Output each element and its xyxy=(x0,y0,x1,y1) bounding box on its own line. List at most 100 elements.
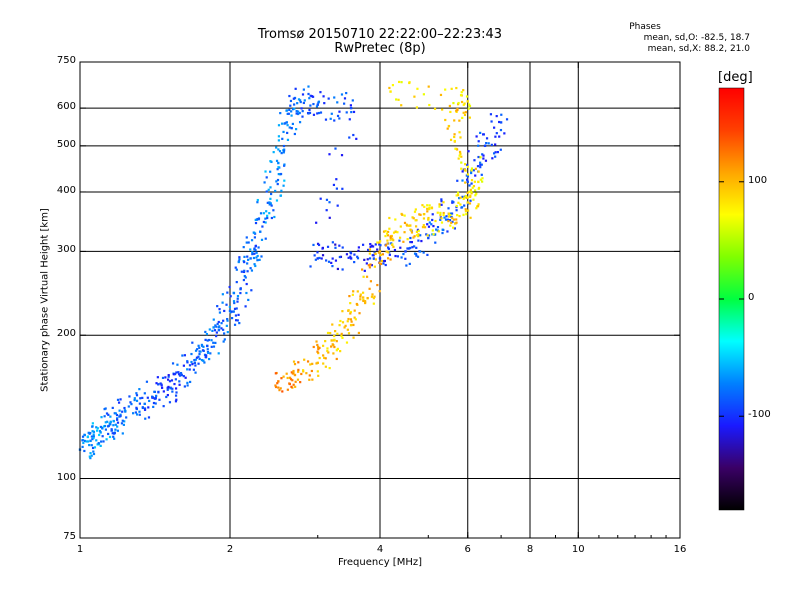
data-point xyxy=(113,437,116,440)
data-point xyxy=(214,324,217,327)
data-point xyxy=(165,395,168,399)
data-point xyxy=(346,328,349,331)
data-point xyxy=(466,100,469,103)
data-point xyxy=(101,427,104,430)
data-point xyxy=(245,241,248,244)
data-point xyxy=(442,201,445,204)
x-tick-label: 6 xyxy=(464,544,471,555)
data-point xyxy=(376,283,379,287)
data-point xyxy=(302,370,305,373)
data-point xyxy=(124,410,127,413)
data-point xyxy=(384,263,387,267)
data-point xyxy=(270,216,273,220)
data-point xyxy=(438,203,441,206)
data-point xyxy=(212,318,215,321)
data-point xyxy=(434,219,437,223)
data-point xyxy=(475,207,478,210)
data-point xyxy=(237,260,240,264)
data-point xyxy=(347,332,351,335)
data-point xyxy=(359,298,362,301)
data-point xyxy=(347,317,350,321)
data-point xyxy=(317,243,321,247)
data-point xyxy=(186,368,189,371)
data-point xyxy=(254,264,257,268)
data-point xyxy=(460,155,463,158)
data-point xyxy=(368,252,371,255)
data-point xyxy=(228,309,232,313)
data-point xyxy=(104,407,107,410)
data-point xyxy=(369,242,372,246)
data-point xyxy=(371,293,374,296)
data-point xyxy=(492,152,496,155)
data-point xyxy=(212,341,215,344)
data-point xyxy=(470,167,474,170)
data-point xyxy=(255,251,258,254)
data-point xyxy=(387,247,390,250)
data-point xyxy=(96,427,99,430)
data-point xyxy=(113,412,116,415)
data-point xyxy=(262,220,265,224)
data-point xyxy=(308,111,312,115)
data-point xyxy=(81,435,85,438)
data-point xyxy=(290,371,293,374)
data-point xyxy=(277,380,280,383)
data-point xyxy=(440,217,443,220)
data-point xyxy=(302,101,305,105)
data-point xyxy=(221,293,224,296)
data-point xyxy=(426,204,429,207)
data-point xyxy=(370,295,374,298)
data-point xyxy=(292,360,296,363)
data-point xyxy=(410,231,414,234)
data-point xyxy=(206,348,209,351)
data-point xyxy=(464,181,467,184)
data-point xyxy=(479,166,482,169)
data-point xyxy=(250,269,254,272)
data-point xyxy=(338,117,341,120)
data-point xyxy=(389,90,392,93)
data-point xyxy=(471,186,474,189)
data-point xyxy=(182,375,185,378)
data-point xyxy=(379,244,382,247)
data-point xyxy=(138,410,141,413)
data-point xyxy=(195,356,199,359)
data-point xyxy=(121,432,124,435)
data-point xyxy=(417,239,420,242)
data-point xyxy=(453,227,456,230)
data-point xyxy=(277,172,280,176)
data-point xyxy=(352,110,356,114)
data-point xyxy=(230,310,234,313)
data-point xyxy=(477,144,480,147)
data-point xyxy=(243,274,246,278)
data-point xyxy=(352,323,355,327)
data-point xyxy=(399,246,402,249)
data-point xyxy=(234,266,237,269)
data-point xyxy=(87,431,90,434)
data-point xyxy=(113,431,116,435)
data-point xyxy=(357,246,360,249)
data-point xyxy=(380,259,384,263)
data-point xyxy=(482,133,485,136)
data-point xyxy=(288,126,291,129)
data-point xyxy=(211,329,214,332)
data-point xyxy=(282,144,286,148)
data-point xyxy=(476,205,480,208)
data-point xyxy=(450,221,453,224)
data-point xyxy=(442,213,445,217)
data-point xyxy=(264,221,267,224)
data-point xyxy=(322,95,325,98)
data-point xyxy=(474,167,477,170)
data-point xyxy=(317,348,320,351)
data-point xyxy=(485,137,489,140)
data-point xyxy=(336,204,339,207)
colorbar-tick-label: 100 xyxy=(748,174,768,186)
y-tick-label: 200 xyxy=(56,328,76,340)
data-point xyxy=(349,257,353,260)
data-point xyxy=(286,388,289,391)
data-point xyxy=(296,378,300,381)
scatter-points xyxy=(78,80,509,460)
data-point xyxy=(369,280,373,283)
data-point xyxy=(83,433,86,436)
data-point xyxy=(365,262,368,265)
data-point xyxy=(345,253,349,256)
data-point xyxy=(432,224,435,228)
